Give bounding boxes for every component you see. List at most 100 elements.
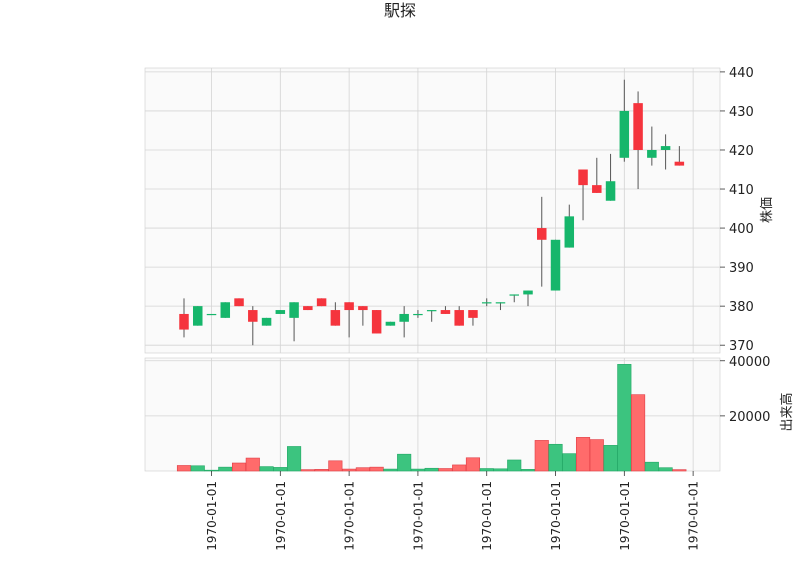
candle-body xyxy=(523,290,533,295)
x-tick-label: 1970-01-01 xyxy=(343,481,357,551)
candle-body xyxy=(660,146,671,150)
volume-bar xyxy=(438,468,453,472)
candle-body xyxy=(578,169,588,186)
volume-bar xyxy=(383,468,398,472)
volume-bar xyxy=(520,469,536,472)
volume-bar xyxy=(603,445,618,472)
volume-bar xyxy=(369,466,384,472)
volume-axis-label: 出来高 xyxy=(779,392,795,431)
volume-bar xyxy=(575,437,591,472)
volume-bar xyxy=(300,469,315,472)
candle-body xyxy=(261,317,272,326)
candle-body xyxy=(358,306,368,311)
volume-bar xyxy=(204,469,219,472)
candle-body xyxy=(440,310,451,314)
candle-body xyxy=(248,310,258,322)
candle-body xyxy=(193,306,203,326)
volume-bar xyxy=(465,457,481,472)
candle-body xyxy=(537,228,547,240)
volume-bar xyxy=(424,467,439,472)
volume-bar xyxy=(259,466,274,472)
price-tick-label: 410 xyxy=(729,183,754,198)
x-tick-label: 1970-01-01 xyxy=(618,481,632,551)
price-tick-label: 390 xyxy=(729,261,754,276)
candle-body xyxy=(179,313,189,330)
volume-bar xyxy=(355,467,370,472)
x-tick-label: 1970-01-01 xyxy=(687,481,701,551)
candle-body xyxy=(316,298,327,307)
candle-body xyxy=(619,110,630,158)
candle-body xyxy=(647,149,657,158)
volume-bar xyxy=(287,446,302,472)
candle-body xyxy=(550,239,561,291)
candle-body xyxy=(275,310,286,314)
price-tick-label: 440 xyxy=(729,66,754,81)
x-tick-label: 1970-01-01 xyxy=(549,481,563,551)
candle-body xyxy=(592,185,602,193)
volume-bar xyxy=(410,468,425,472)
volume-bar xyxy=(328,460,343,472)
volume-bar xyxy=(562,453,577,472)
candles xyxy=(179,79,685,346)
volume-bar xyxy=(342,468,357,472)
candle-body xyxy=(206,313,217,316)
candle-body xyxy=(371,310,382,334)
volume-bar xyxy=(631,394,646,472)
x-tick-label: 1970-01-01 xyxy=(205,481,219,551)
candle-body xyxy=(633,103,643,150)
volume-bar xyxy=(176,465,192,472)
candle-body xyxy=(289,302,299,318)
volume-tick-label: 20000 xyxy=(729,410,770,425)
volume-bar xyxy=(218,466,233,472)
candle-body xyxy=(413,313,423,316)
candle-body xyxy=(564,216,575,248)
candle-body xyxy=(674,161,685,166)
candle-body xyxy=(495,302,506,304)
candle-body xyxy=(330,310,341,326)
volume-bar xyxy=(231,462,247,472)
volume-bar xyxy=(479,468,494,472)
volume-bar xyxy=(644,461,659,472)
volume-bar xyxy=(273,467,288,472)
y-tick-labels: 370 380 390 400 410 420 430 440 20000 40000 xyxy=(720,66,770,425)
volume-bar xyxy=(548,443,563,472)
candle-body xyxy=(234,298,244,307)
candle-body xyxy=(468,310,478,318)
volume-bars xyxy=(176,364,687,472)
candle-body xyxy=(454,310,464,326)
candle-body xyxy=(399,313,409,322)
price-axis-label: 株価 xyxy=(760,197,775,223)
x-tick-label: 1970-01-01 xyxy=(274,481,288,551)
price-tick-label: 430 xyxy=(729,105,754,120)
candle-body xyxy=(426,310,437,312)
x-tick-labels: 1970-01-01 1970-01-01 1970-01-01 1970-01-01… xyxy=(205,471,701,551)
volume-bar xyxy=(672,469,687,472)
volume-bar xyxy=(314,469,329,472)
volume-tick-label: 40000 xyxy=(729,355,770,370)
candle-body xyxy=(303,306,313,311)
volume-bar xyxy=(452,464,467,472)
volume-bar xyxy=(617,364,632,472)
x-tick-label: 1970-01-01 xyxy=(411,481,425,551)
chart-title: 駅探 xyxy=(384,1,416,20)
volume-bar xyxy=(534,440,549,472)
candle-body xyxy=(220,302,231,318)
candle-body xyxy=(385,321,396,326)
volume-bar xyxy=(507,459,522,472)
candle-body xyxy=(605,181,616,201)
price-tick-label: 370 xyxy=(729,339,754,354)
candle-body xyxy=(481,302,492,304)
volume-bar xyxy=(190,465,205,472)
x-tick-label: 1970-01-01 xyxy=(480,481,494,551)
volume-bar xyxy=(589,439,604,472)
price-tick-label: 420 xyxy=(729,144,754,159)
candle-body xyxy=(509,294,519,296)
price-tick-label: 400 xyxy=(729,222,754,237)
candle-body xyxy=(344,302,354,311)
volume-bar xyxy=(245,457,260,472)
volume-bar xyxy=(397,453,412,472)
volume-bar xyxy=(658,467,673,472)
volume-bar xyxy=(493,468,508,472)
